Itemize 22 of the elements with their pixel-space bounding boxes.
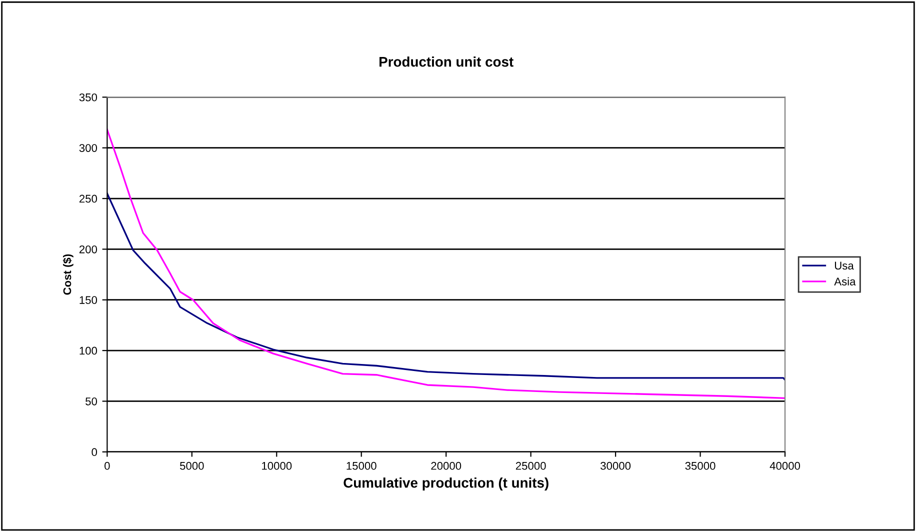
y-axis-title: Cost ($)	[62, 254, 74, 295]
y-tick-label: 50	[86, 397, 98, 406]
chart-title: Production unit cost	[380, 56, 514, 67]
x-tick-label: 15000	[346, 462, 376, 470]
y-tick-label: 350	[79, 93, 98, 102]
y-tick-label: 200	[79, 245, 98, 254]
x-tick-label: 40000	[770, 462, 800, 470]
y-tick-label: 150	[80, 296, 98, 304]
legend-label: Asia	[834, 277, 856, 286]
x-tick-label: 20000	[431, 462, 462, 470]
x-tick-label: 0	[104, 462, 110, 470]
x-tick-label: 10000	[262, 462, 292, 470]
y-tick-label: 250	[79, 194, 98, 203]
y-tick-label: 0	[92, 448, 98, 456]
x-axis-title: Cumulative production (t units)	[344, 478, 548, 490]
legend-label: Usa	[834, 262, 854, 270]
y-tick-label: 100	[80, 346, 98, 355]
x-tick-label: 30000	[600, 462, 631, 470]
x-tick-label: 5000	[180, 462, 204, 470]
x-tick-label: 35000	[685, 462, 716, 470]
x-tick-label: 25000	[516, 462, 546, 470]
y-tick-label: 300	[79, 144, 98, 152]
